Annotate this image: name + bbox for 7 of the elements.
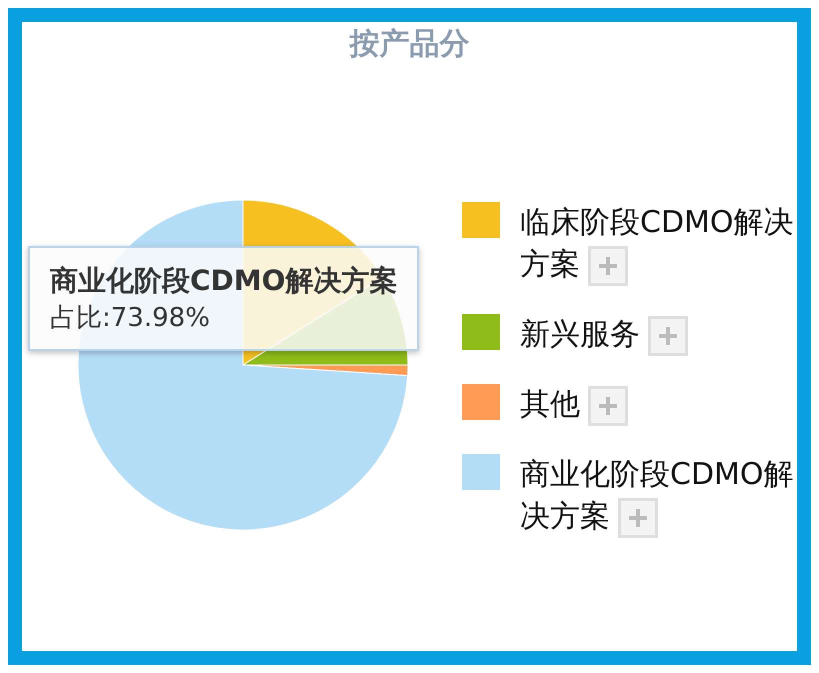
legend-label: 其他 xyxy=(520,386,581,424)
chart-title: 按产品分 xyxy=(348,26,470,62)
text: 商业化阶段CDMO解决方案 xyxy=(50,263,398,299)
legend-label: 新兴服务 xyxy=(520,316,641,354)
text: 占比:73.98% xyxy=(50,302,211,335)
legend-label: 临床阶段CDMO解决方案 xyxy=(520,204,795,284)
legend-label: 商业化阶段CDMO解决方案 xyxy=(520,456,795,536)
